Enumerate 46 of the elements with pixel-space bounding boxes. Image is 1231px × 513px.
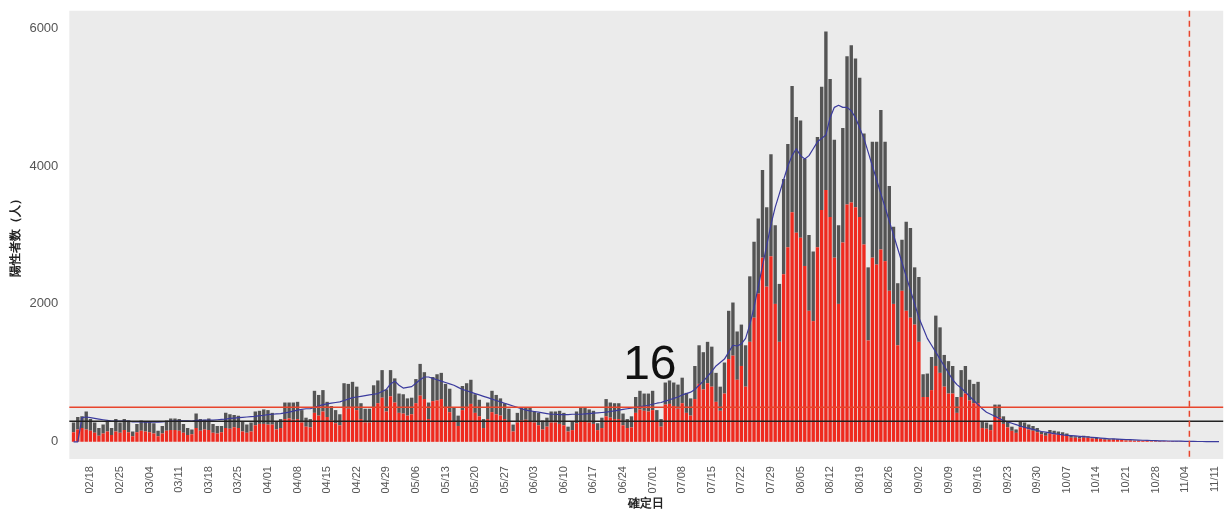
x-tick-label: 09/09 [941, 466, 954, 494]
x-tick-label: 05/27 [497, 466, 510, 494]
x-axis-title: 確定日 [627, 496, 665, 511]
x-tick-label: 09/02 [911, 466, 924, 494]
x-tick-label: 09/30 [1030, 466, 1043, 494]
x-tick-label: 06/10 [556, 466, 569, 494]
x-tick-label: 07/22 [734, 466, 747, 494]
x-tick-label: 03/04 [142, 466, 155, 494]
x-tick-label: 04/01 [261, 466, 274, 494]
y-tick-label: 2000 [29, 295, 59, 311]
x-tick-label: 07/29 [763, 466, 776, 494]
x-tick-label: 06/03 [527, 466, 540, 494]
x-tick-label: 08/05 [793, 466, 806, 494]
x-tick-label: 03/11 [172, 466, 185, 493]
x-tick-label: 07/15 [704, 466, 717, 494]
x-tick-label: 04/29 [379, 466, 392, 494]
x-tick-label: 05/06 [408, 466, 421, 494]
x-tick-label: 06/17 [586, 466, 599, 494]
x-tick-label: 02/18 [83, 466, 96, 494]
y-tick-label: 0 [51, 433, 59, 449]
y-tick-label: 4000 [29, 157, 59, 173]
x-tick-label: 11/04 [1178, 466, 1191, 493]
x-tick-label: 04/22 [349, 466, 362, 494]
x-tick-label: 04/15 [320, 466, 333, 494]
x-tick-label: 10/07 [1059, 466, 1072, 494]
x-tick-label: 09/16 [971, 466, 984, 494]
x-tick-label: 10/21 [1119, 466, 1132, 494]
annotation: 16 [623, 336, 677, 390]
x-tick-label: 03/18 [201, 466, 214, 494]
x-tick-label: 07/08 [675, 466, 688, 494]
x-tick-label: 11/11 [1207, 466, 1220, 492]
x-tick-label: 05/13 [438, 466, 451, 494]
x-tick-label: 10/28 [1148, 466, 1161, 494]
x-tick-label: 06/24 [616, 466, 629, 494]
x-tick-label: 09/23 [1000, 466, 1013, 494]
x-tick-label: 08/12 [823, 466, 836, 494]
y-tick-label: 6000 [29, 19, 59, 35]
x-tick-label: 03/25 [231, 466, 244, 494]
x-tick-label: 04/08 [290, 466, 303, 494]
y-axis-title: 陽性者数（人） [7, 192, 22, 277]
x-tick-label: 07/01 [645, 466, 658, 494]
x-tick-label: 05/20 [468, 466, 481, 494]
x-tick-label: 08/19 [852, 466, 865, 494]
x-tick-label: 08/26 [882, 466, 895, 494]
x-tick-label: 10/14 [1089, 466, 1102, 494]
x-tick-label: 02/25 [113, 466, 126, 494]
